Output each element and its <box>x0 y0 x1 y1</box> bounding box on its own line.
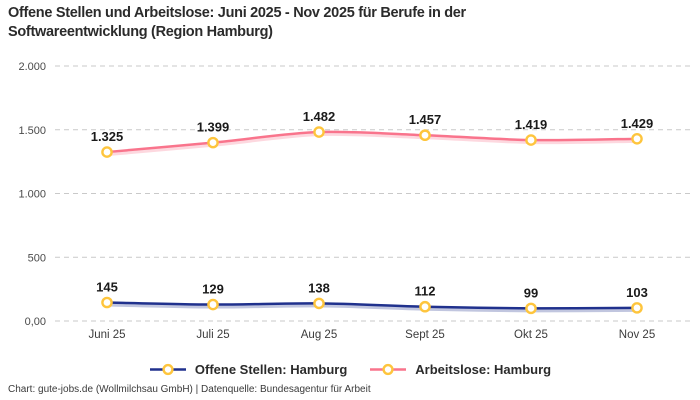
series-line-arbeitslose-hamburg <box>105 130 639 154</box>
x-axis-label: Sept 25 <box>405 329 445 341</box>
data-point-marker-offene-stellen-hamburg <box>101 296 113 309</box>
data-point-marker-arbeitslose-hamburg <box>631 133 643 145</box>
x-axis-label: Juli 25 <box>196 329 229 341</box>
data-point-label-arbeitslose-hamburg: 1.399 <box>197 120 230 135</box>
y-axis-tick-label: 1.500 <box>18 125 46 137</box>
data-point-marker-offene-stellen-hamburg <box>207 298 219 311</box>
data-point-marker-arbeitslose-hamburg <box>313 126 325 138</box>
data-point-label-arbeitslose-hamburg: 1.482 <box>303 109 336 124</box>
data-point-label-arbeitslose-hamburg: 1.429 <box>621 116 654 131</box>
legend-line-marker-icon <box>149 363 186 375</box>
data-point-marker-arbeitslose-hamburg <box>101 146 113 158</box>
x-axis-label: Nov 25 <box>619 329 655 341</box>
data-point-marker-arbeitslose-hamburg <box>419 129 431 142</box>
data-point-label-offene-stellen-hamburg: 138 <box>308 280 330 295</box>
legend-item-arbeitslose-hamburg[interactable]: Arbeitslose: Hamburg <box>369 362 551 377</box>
line-chart-plot-area: 0,00 500 1.000 1.500 2.000 Juni 25 Juli 25 Aug … <box>18 61 692 341</box>
y-axis-tick-label: 0,00 <box>25 316 46 328</box>
chart-title: Offene Stellen und Arbeitslose: Juni 202… <box>8 5 466 40</box>
x-axis-label: Aug 25 <box>301 329 337 341</box>
data-point-label-offene-stellen-hamburg: 112 <box>415 284 436 299</box>
data-point-label-offene-stellen-hamburg: 129 <box>202 282 224 297</box>
data-point-label-arbeitslose-hamburg: 1.419 <box>515 117 548 132</box>
data-point-marker-offene-stellen-hamburg <box>525 302 537 315</box>
chart-legend: Offene Stellen: Hamburg Arbeitslose: Ham… <box>0 357 700 381</box>
legend-item-offene-stellen-hamburg[interactable]: Offene Stellen: Hamburg <box>149 362 347 377</box>
y-axis-tick-label: 2.000 <box>18 61 46 73</box>
legend-label: Offene Stellen: Hamburg <box>194 361 348 377</box>
source-attribution: Chart: gute-jobs.de (Wollmilchsau GmbH) … <box>8 384 371 395</box>
x-axis-label: Juni 25 <box>88 329 125 341</box>
y-axis-tick-label: 500 <box>28 252 46 264</box>
data-point-label-arbeitslose-hamburg: 1.325 <box>91 129 124 144</box>
legend-line-marker-icon <box>370 363 407 375</box>
data-point-marker-offene-stellen-hamburg <box>419 300 431 313</box>
data-point-marker-arbeitslose-hamburg <box>525 134 537 146</box>
data-point-label-offene-stellen-hamburg: 145 <box>96 280 118 295</box>
legend-label: Arbeitslose: Hamburg <box>415 361 552 377</box>
data-point-marker-arbeitslose-hamburg <box>207 136 219 149</box>
data-point-label-offene-stellen-hamburg: 103 <box>626 285 648 300</box>
data-point-label-offene-stellen-hamburg: 99 <box>524 285 538 300</box>
data-point-marker-offene-stellen-hamburg <box>631 302 643 314</box>
data-point-label-arbeitslose-hamburg: 1.457 <box>409 112 442 127</box>
data-point-marker-offene-stellen-hamburg <box>313 297 325 310</box>
series-line-shadow-offene-stellen-hamburg <box>107 303 639 313</box>
series-line-offene-stellen-hamburg <box>105 301 639 310</box>
x-axis-label: Okt 25 <box>514 329 548 341</box>
y-axis-tick-label: 1.000 <box>18 189 46 201</box>
series-line-shadow-arbeitslose-hamburg <box>107 132 639 157</box>
